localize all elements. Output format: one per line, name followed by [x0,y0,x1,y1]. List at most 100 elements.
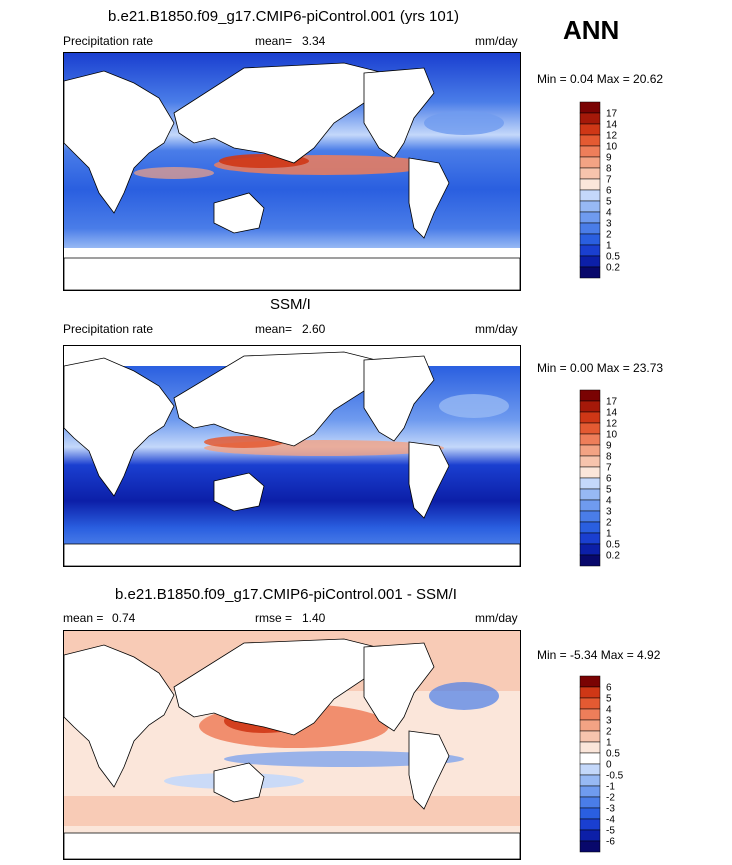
colorbar-tick-label: 4 [606,208,612,219]
colorbar-tick-label: 4 [606,496,612,507]
season-label: ANN [563,15,620,45]
panel1-mean-label: mean= [255,34,293,48]
colorbar-swatch [579,532,601,545]
colorbar-tick-label: 0.5 [606,252,620,263]
colorbar-swatch [579,697,601,710]
colorbar-tick-label: 4 [606,705,612,716]
panel3-units: mm/day [475,611,518,625]
panel3-minmax: Min = -5.34 Max = 4.92 [537,648,661,662]
colorbar-swatch [579,433,601,446]
colorbar-tick-label: 0.5 [606,540,620,551]
panel3-rmse-label: rmse = [255,611,293,625]
panel2-land [64,351,520,566]
colorbar-swatch [579,266,601,279]
colorbar-tick-label: -0.5 [606,771,624,782]
colorbar-tick-label: 2 [606,230,612,241]
colorbar-swatch [579,123,601,136]
colorbar-tick-label: 12 [606,419,618,430]
colorbar-tick-label: 5 [606,694,612,705]
colorbar-tick-label: 2 [606,727,612,738]
colorbar-swatch [579,488,601,501]
panel1-colorbar: 17 14 12 10 9 8 7 6 5 4 3 2 1 0.5 0.2 [579,101,660,282]
colorbar-tick-label: 5 [606,485,612,496]
colorbar-swatch [579,785,601,798]
colorbar-tick-label: 0.2 [606,551,620,562]
panel3-atlantic-deficit [429,682,499,710]
colorbar-tick-label: -1 [606,782,615,793]
colorbar-tick-label: 0 [606,760,612,771]
colorbar-tick-label: 1 [606,738,612,749]
colorbar-tick-label: 3 [606,716,612,727]
colorbar-tick-label: 7 [606,463,612,474]
colorbar-swatch [579,233,601,246]
colorbar-tick-label: 9 [606,441,612,452]
colorbar-swatch [579,543,601,556]
panel2-colorbar: 17 14 12 10 9 8 7 6 5 4 3 2 1 0.5 0.2 [579,389,660,570]
colorbar-swatch [579,244,601,257]
panel1-indian-band [134,167,214,179]
panel1-variable-label: Precipitation rate [63,34,154,48]
colorbar-tick-label: 5 [606,197,612,208]
panel3-mean-value: 0.74 [112,611,136,625]
colorbar-swatch [579,411,601,424]
panel1-title: b.e21.B1850.f09_g17.CMIP6-piControl.001 … [108,8,460,25]
colorbar-swatch [579,156,601,169]
colorbar-swatch [579,189,601,202]
colorbar-tick-label: -4 [606,815,615,826]
panel2-units: mm/day [475,322,518,336]
panel2-mean-value: 2.60 [302,322,326,336]
colorbar-tick-label: 6 [606,683,612,694]
colorbar-tick-label: 8 [606,452,612,463]
colorbar-swatch [579,741,601,754]
panel3-map [63,630,521,860]
colorbar-tick-label: -6 [606,837,615,848]
colorbar-tick-label: 7 [606,175,612,186]
colorbar-tick-label: 6 [606,474,612,485]
colorbar-swatch [579,675,601,688]
panel3-mean-label: mean = [63,611,104,625]
colorbar-tick-label: 0.5 [606,749,620,760]
colorbar-tick-label: 17 [606,109,618,120]
panel2-itcz-core [204,436,284,448]
colorbar-swatch [579,255,601,268]
colorbar-swatch [579,167,601,180]
colorbar-tick-label: 10 [606,430,618,441]
colorbar-swatch [579,145,601,158]
colorbar-tick-label: 17 [606,397,618,408]
colorbar-swatch [579,134,601,147]
panel3-colorbar: 6 5 4 3 2 1 0.5 0 -0.5 -1 -2 -3 -4 -5 -6 [579,675,660,856]
colorbar-swatch [579,510,601,523]
colorbar-tick-label: 3 [606,219,612,230]
colorbar-swatch [579,466,601,479]
colorbar-swatch [579,422,601,435]
colorbar-swatch [579,521,601,534]
colorbar-swatch [579,112,601,125]
colorbar-swatch [579,400,601,413]
colorbar-swatch [579,807,601,820]
colorbar-tick-label: 10 [606,142,618,153]
colorbar-swatch [579,554,601,567]
colorbar-tick-label: 14 [606,120,618,131]
colorbar-swatch [579,829,601,842]
colorbar-tick-label: 8 [606,164,612,175]
panel2-minmax: Min = 0.00 Max = 23.73 [537,361,664,375]
colorbar-tick-label: 6 [606,186,612,197]
panel1-units: mm/day [475,34,518,48]
colorbar-tick-label: 1 [606,529,612,540]
colorbar-swatch [579,444,601,457]
colorbar-tick-label: 1 [606,241,612,252]
panel2-atlantic-storm [439,394,509,418]
panel2-map-svg [64,351,520,566]
panel2-variable-label: Precipitation rate [63,322,154,336]
panel1-map [63,52,521,291]
colorbar-tick-label: 12 [606,131,618,142]
colorbar-swatch [579,763,601,776]
panel3-map-svg [64,631,520,859]
panel2-mean-label: mean= [255,322,293,336]
colorbar-swatch [579,840,601,853]
colorbar-swatch [579,752,601,765]
panel3-title: b.e21.B1850.f09_g17.CMIP6-piControl.001 … [115,586,457,603]
